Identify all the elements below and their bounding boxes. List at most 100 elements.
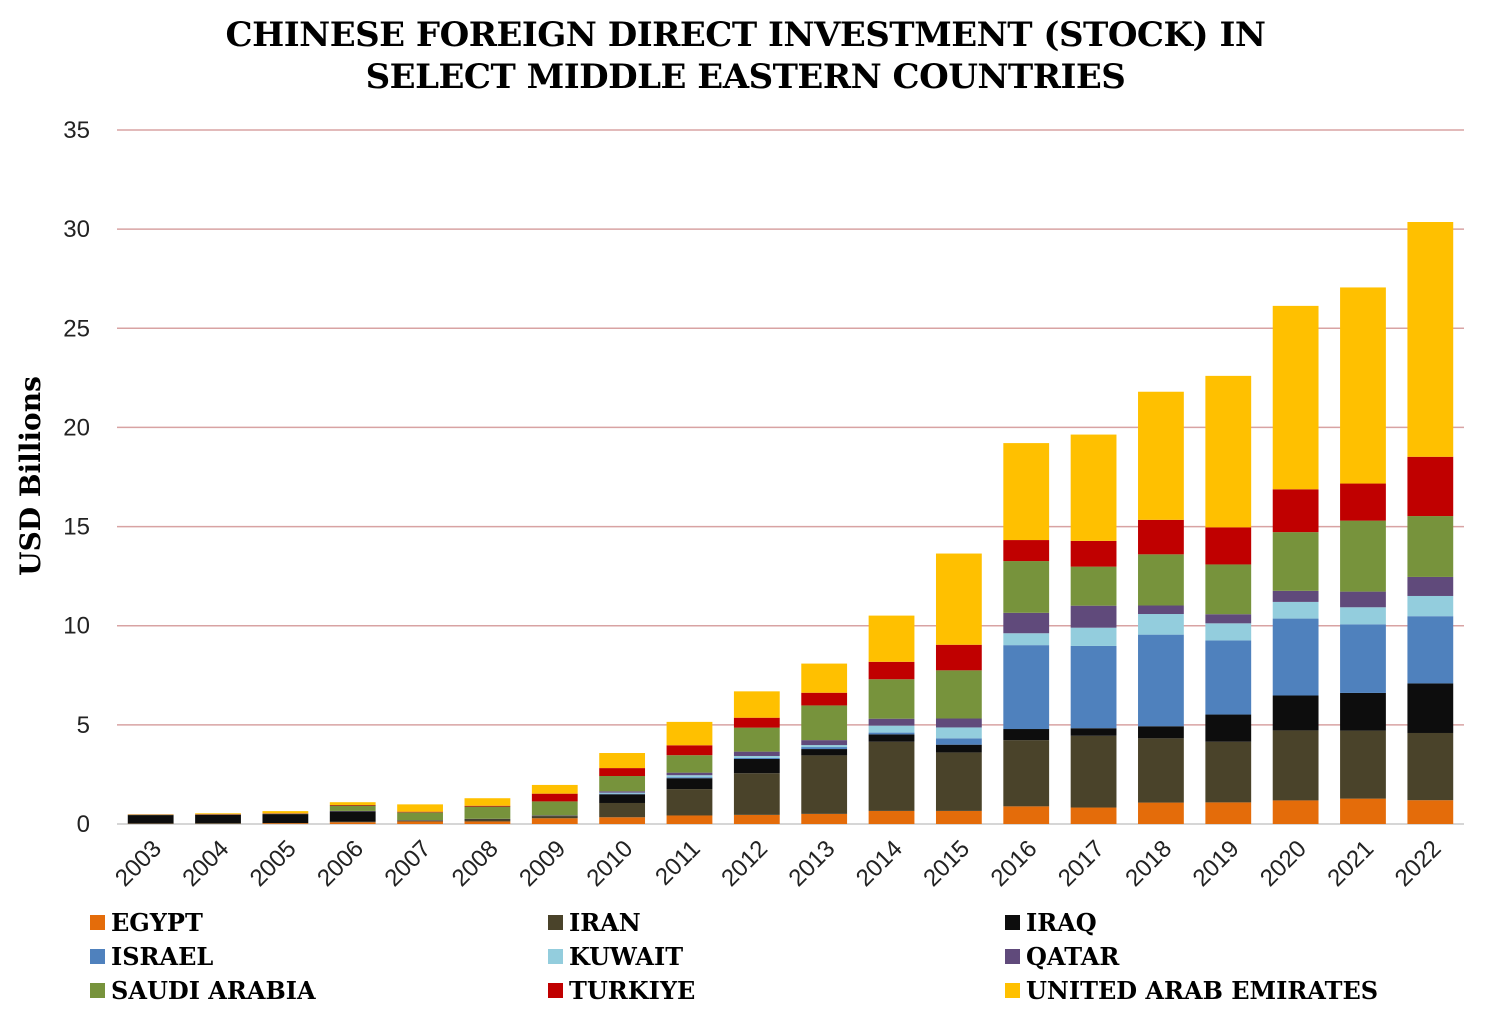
bar-segment-saudi-arabia-2022 [1407, 516, 1454, 577]
bar-segment-turkiye-2021 [1340, 483, 1386, 521]
bar-segment-united-arab-emirates-2009 [531, 784, 578, 794]
bar-segment-egypt-2012 [733, 814, 780, 824]
legend-label: TURKIYE [569, 976, 696, 1005]
bar-segment-saudi-arabia-2016 [1003, 561, 1050, 613]
bar-segment-saudi-arabia-2013 [801, 705, 848, 741]
legend-item-iraq: IRAQ [1005, 908, 1097, 937]
bar-segment-iran-2018 [1138, 738, 1184, 803]
bar-segment-united-arab-emirates-2010 [599, 753, 646, 769]
bar-segment-egypt-2015 [935, 810, 982, 824]
bar-stack-2019 [1205, 375, 1252, 824]
bar-segment-qatar-2011 [666, 772, 713, 776]
legend-swatch [548, 949, 563, 964]
y-tick-label: 0 [77, 811, 90, 838]
bar-segment-egypt-2005 [262, 823, 309, 824]
bar-segment-turkiye-2016 [1003, 540, 1050, 562]
bar-segment-kuwait-2013 [801, 745, 848, 748]
bar-segment-iran-2013 [801, 755, 848, 814]
bar-segment-qatar-2016 [1003, 612, 1050, 634]
bar-segment-turkiye-2010 [599, 768, 646, 777]
bar-segment-united-arab-emirates-2012 [733, 691, 780, 718]
legend-swatch [1005, 915, 1020, 930]
bar-segment-kuwait-2011 [666, 775, 713, 778]
bar-segment-turkiye-2013 [801, 692, 848, 706]
bar-segment-saudi-arabia-2018 [1138, 554, 1184, 606]
bar-segment-iraq-2022 [1407, 683, 1454, 733]
bar-segment-turkiye-2014 [868, 661, 915, 680]
bar-segment-turkiye-2022 [1407, 456, 1454, 517]
bar-segment-iraq-2003 [127, 815, 174, 824]
bar-segment-israel-2013 [801, 747, 848, 750]
bar-segment-iraq-2006 [329, 811, 376, 822]
bar-segment-egypt-2021 [1340, 798, 1386, 824]
x-tick-label: 2005 [245, 835, 302, 892]
bar-segment-israel-2022 [1407, 616, 1454, 684]
bar-segment-egypt-2013 [801, 813, 848, 824]
bar-segment-turkiye-2006 [329, 804, 376, 806]
x-tick-label: 2004 [177, 835, 234, 892]
legend-label: QATAR [1026, 942, 1120, 971]
bar-segment-iran-2007 [397, 820, 443, 822]
bar-segment-saudi-arabia-2011 [666, 755, 713, 773]
legend-swatch [548, 983, 563, 998]
bar-segment-iraq-2020 [1272, 695, 1319, 731]
legend-item-egypt: EGYPT [90, 908, 203, 937]
legend-item-turkiye: TURKIYE [548, 976, 695, 1005]
bar-segment-kuwait-2016 [1003, 633, 1050, 646]
bar-segment-qatar-2013 [801, 740, 848, 746]
bar-segment-iran-2014 [868, 741, 915, 811]
y-tick-label: 30 [63, 216, 90, 243]
bar-segment-saudi-arabia-2017 [1070, 566, 1117, 606]
bar-segment-saudi-arabia-2021 [1340, 520, 1386, 592]
x-tick-label: 2013 [784, 835, 841, 892]
chart-title-line-2: SELECT MIDDLE EASTERN COUNTRIES [365, 57, 1126, 97]
bar-segment-egypt-2010 [599, 817, 646, 824]
bar-segment-saudi-arabia-2015 [935, 670, 982, 719]
bar-segment-saudi-arabia-2014 [868, 679, 915, 719]
bar-segment-iraq-2015 [935, 744, 982, 753]
bar-segment-kuwait-2017 [1070, 627, 1117, 646]
bar-stack-2018 [1138, 391, 1184, 824]
legend-swatch [90, 915, 105, 930]
bar-segment-turkiye-2011 [666, 745, 713, 756]
bar-segment-saudi-arabia-2008 [464, 806, 511, 819]
bar-segment-iraq-2011 [666, 778, 713, 790]
bar-segment-united-arab-emirates-2018 [1138, 391, 1184, 520]
legend-label: ISRAEL [111, 942, 214, 971]
bar-stack-2007 [397, 804, 443, 824]
x-tick-label: 2006 [312, 835, 369, 892]
x-tick-label: 2012 [716, 835, 773, 892]
grid-layer [117, 129, 1464, 825]
x-tick-label: 2010 [582, 835, 639, 892]
bar-segment-united-arab-emirates-2013 [801, 663, 848, 693]
bar-segment-israel-2010 [599, 793, 646, 795]
bar-segment-egypt-2009 [531, 818, 578, 824]
x-tick-label: 2011 [650, 835, 706, 891]
bar-segment-united-arab-emirates-2020 [1272, 305, 1319, 490]
bar-segment-united-arab-emirates-2007 [397, 804, 443, 812]
x-tick-label: 2003 [110, 835, 167, 892]
bar-segment-israel-2019 [1205, 640, 1252, 715]
bar-stack-2011 [666, 721, 713, 824]
chart-title: CHINESE FOREIGN DIRECT INVESTMENT (STOCK… [0, 14, 1491, 98]
bar-segment-egypt-2007 [397, 821, 443, 824]
legend-swatch [90, 983, 105, 998]
legend-label: EGYPT [111, 908, 203, 937]
bar-segment-united-arab-emirates-2015 [935, 553, 982, 645]
bar-segment-saudi-arabia-2019 [1205, 564, 1252, 615]
x-tick-labels: 2003 2004 2005 2006 2007 2008 2009 2010 2011 2012… [110, 835, 1446, 892]
bar-segment-iran-2019 [1205, 741, 1252, 803]
bar-segment-iraq-2005 [262, 814, 309, 824]
bar-segment-iran-2004 [195, 823, 241, 824]
bar-segment-turkiye-2012 [733, 717, 780, 728]
bar-segment-kuwait-2010 [599, 792, 646, 794]
y-tick-label: 10 [63, 613, 90, 640]
x-tick-label: 2007 [379, 835, 436, 892]
x-tick-label: 2009 [514, 835, 571, 892]
bar-segment-kuwait-2014 [868, 725, 915, 733]
x-tick-label: 2020 [1255, 835, 1312, 892]
x-tick-label: 2022 [1390, 835, 1447, 892]
bar-segment-qatar-2010 [599, 791, 646, 793]
bar-segment-israel-2020 [1272, 618, 1319, 696]
